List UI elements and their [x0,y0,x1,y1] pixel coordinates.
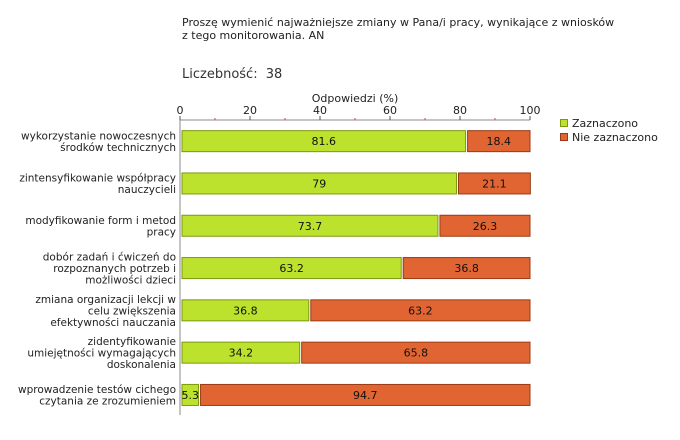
x-tick-label: 40 [313,104,327,117]
category-label: zidentyfikowanie umiejętności wymagającyc… [27,336,176,371]
legend-swatch-nie-zaznaczono [560,133,568,141]
legend-item-nie-zaznaczono: Nie zaznaczono [560,130,658,144]
data-label-zaznaczono: 79 [312,177,326,190]
data-label-zaznaczono: 81.6 [312,135,337,148]
x-tick-label: 100 [520,104,541,117]
data-label-zaznaczono: 73.7 [298,220,323,233]
x-tick-label: 20 [243,104,257,117]
bar-nie-zaznaczono [458,172,531,195]
bar-nie-zaznaczono [200,383,531,406]
category-label: dobór zadań i ćwiczeń do rozpoznanych pot… [43,252,176,287]
category-label: zmiana organizacji lekcji w celu zwiększe… [35,294,176,329]
x-tick-label: 0 [177,104,184,117]
category-label: modyfikowanie form i metod pracy [25,215,176,239]
legend-label-zaznaczono: Zaznaczono [572,116,639,130]
bar-nie-zaznaczono [439,214,531,237]
data-label-nie-zaznaczono: 94.7 [353,389,378,402]
bar-zaznaczono [181,341,301,364]
data-label-nie-zaznaczono: 63.2 [408,304,433,317]
data-label-nie-zaznaczono: 21.1 [482,177,507,190]
category-label: wykorzystanie nowoczesnych środków techni… [21,130,176,154]
sample-size-value: 38 [265,67,283,82]
bar-zaznaczono [181,383,200,406]
data-label-zaznaczono: 34.2 [229,347,254,360]
bar-zaznaczono [181,299,310,322]
bar-nie-zaznaczono [402,257,531,280]
x-tick-label: 60 [383,104,397,117]
data-label-nie-zaznaczono: 18.4 [487,135,512,148]
data-label-nie-zaznaczono: 26.3 [473,220,498,233]
data-label-zaznaczono: 63.2 [279,262,304,275]
bar-zaznaczono [181,172,457,195]
category-label: wprowadzenie testów cichego czytania ze z… [18,384,176,408]
bar-nie-zaznaczono [467,130,531,153]
data-label-nie-zaznaczono: 65.8 [404,347,429,360]
question-text: Proszę wymienić najważniejsze zmiany w P… [182,16,615,42]
x-tick-label: 80 [453,104,467,117]
legend-label-nie-zaznaczono: Nie zaznaczono [572,130,658,144]
bar-zaznaczono [181,257,402,280]
legend: Zaznaczono Nie zaznaczono [560,116,658,144]
category-label: zintensyfikowanie współpracy nauczycieli [19,173,176,197]
bar-nie-zaznaczono [301,341,531,364]
bar-zaznaczono [181,130,467,153]
bar-nie-zaznaczono [310,299,531,322]
data-label-zaznaczono: 5.3 [182,389,200,402]
legend-swatch-zaznaczono [560,119,568,127]
legend-item-zaznaczono: Zaznaczono [560,116,658,130]
sample-size-label: Liczebność: [182,67,258,82]
sample-size: Liczebność: 38 [182,67,282,82]
data-label-nie-zaznaczono: 36.8 [454,262,479,275]
bar-zaznaczono [181,214,439,237]
x-axis-title: Odpowiedzi (%) [311,92,399,105]
data-label-zaznaczono: 36.8 [233,304,258,317]
